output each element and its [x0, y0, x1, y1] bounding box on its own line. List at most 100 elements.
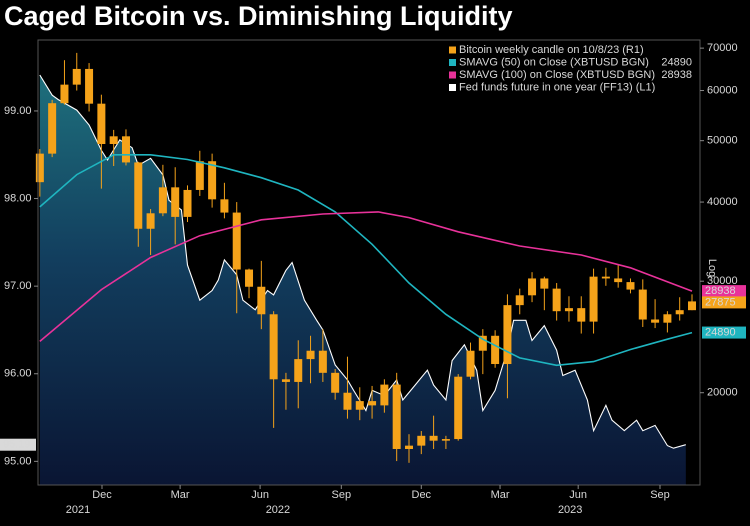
x-year-label: 2022 [266, 504, 290, 516]
candle-body [392, 384, 401, 449]
y-tick-label: 98.00 [4, 192, 32, 204]
candle-body [651, 319, 660, 323]
candle-body [72, 68, 81, 85]
y2-tick-label: 70000 [707, 42, 738, 54]
candle-body [109, 136, 118, 145]
y2-tick-label: 40000 [707, 196, 738, 208]
candle-body [589, 276, 598, 322]
candle-body [626, 282, 635, 290]
candle-body [220, 199, 229, 213]
legend-label: Fed funds future in one year (FF13) (L1) [459, 81, 655, 93]
candle-body [355, 401, 364, 410]
candle-body [368, 401, 377, 406]
legend-label: SMAVG (100) on Close (XBTUSD BGN) [459, 69, 655, 81]
candle-body [171, 187, 180, 217]
legend-value: 28938 [661, 69, 692, 81]
chart-title: Caged Bitcoin vs. Diminishing Liquidity [4, 1, 513, 31]
candle-body [269, 314, 278, 380]
y-tick-label: 99.00 [4, 105, 32, 117]
value-tag-label: 28938 [705, 285, 736, 297]
y-tick-label: 97.00 [4, 280, 32, 292]
candle-body [158, 187, 167, 214]
candle-body [380, 384, 389, 406]
candle-body [441, 439, 450, 441]
legend: Bitcoin weekly candle on 10/8/23 (R1)SMA… [444, 42, 696, 96]
value-tag-label: 27875 [705, 296, 736, 308]
candle-body [540, 278, 549, 289]
candle-body [281, 379, 290, 382]
candle-body [417, 435, 426, 446]
value-tag [0, 438, 36, 451]
fed-funds-area [39, 75, 686, 485]
legend-box [444, 42, 696, 96]
x-year-label: 2023 [558, 504, 582, 516]
candle-body [404, 445, 413, 449]
x-tick-label: Dec [92, 489, 112, 501]
candle-body [245, 269, 254, 287]
candle-body [134, 162, 143, 229]
y-tick-label: 95.00 [4, 455, 32, 467]
candle-body [146, 213, 155, 229]
value-tag-label: 95.19 [3, 439, 31, 451]
candle-body [195, 161, 204, 190]
candle-body [232, 212, 241, 270]
y2-tick-label: 50000 [707, 135, 738, 147]
candle-body [503, 305, 512, 365]
candle-body [306, 350, 315, 360]
candle-body [466, 350, 475, 377]
x-tick-label: Mar [171, 489, 190, 501]
candle-body [183, 189, 192, 217]
candle-body [552, 288, 561, 312]
candle-body [675, 310, 684, 315]
x-tick-label: Sep [650, 489, 670, 501]
candle-body [85, 68, 94, 104]
candle-body [515, 295, 524, 306]
candle-body [663, 314, 672, 323]
y2-scale-label: Log [706, 259, 718, 277]
legend-value: 24890 [661, 56, 692, 68]
candle-body [257, 286, 266, 315]
legend-swatch [449, 84, 456, 91]
candle-body [601, 276, 610, 279]
candle-body [294, 359, 303, 382]
candle-body [121, 136, 130, 163]
legend-swatch [449, 71, 456, 79]
x-tick-label: Mar [491, 489, 510, 501]
legend-label: SMAVG (50) on Close (XBTUSD BGN) [459, 56, 649, 68]
candle-body [528, 278, 537, 296]
candle-body [454, 376, 463, 440]
x-tick-label: Dec [412, 489, 432, 501]
candle-body [491, 335, 500, 365]
y2-tick-label: 30000 [707, 275, 738, 287]
candle-body [331, 372, 340, 393]
candle-body [614, 278, 623, 283]
legend-label: Bitcoin weekly candle on 10/8/23 (R1) [459, 44, 644, 56]
candle-body [688, 301, 697, 311]
series-line [39, 211, 693, 343]
x-tick-label: Jun [569, 489, 587, 501]
value-tag-label: 24890 [705, 326, 736, 338]
plot-area [35, 52, 697, 485]
candle-body [35, 153, 44, 183]
legend-swatch [449, 46, 456, 54]
candle-body [429, 435, 438, 441]
candle-body [478, 335, 487, 351]
legend-swatch [449, 59, 456, 66]
overlay: 95.00 96.00 97.00 98.00 99.00 20000 30000 40000… [0, 42, 746, 516]
value-tag [702, 285, 746, 298]
candle-body [638, 289, 647, 320]
series-line [39, 154, 693, 367]
candle-body [48, 103, 57, 154]
candle-body [60, 84, 69, 104]
y2-tick-label: 60000 [707, 84, 738, 96]
y-tick-label: 96.00 [4, 368, 32, 380]
candle-body [318, 350, 327, 373]
candle-body [577, 308, 586, 322]
candle-body [564, 308, 573, 312]
plot-frame [37, 39, 701, 486]
series-line [39, 74, 686, 449]
value-tag [702, 326, 746, 339]
value-tag [702, 296, 746, 309]
